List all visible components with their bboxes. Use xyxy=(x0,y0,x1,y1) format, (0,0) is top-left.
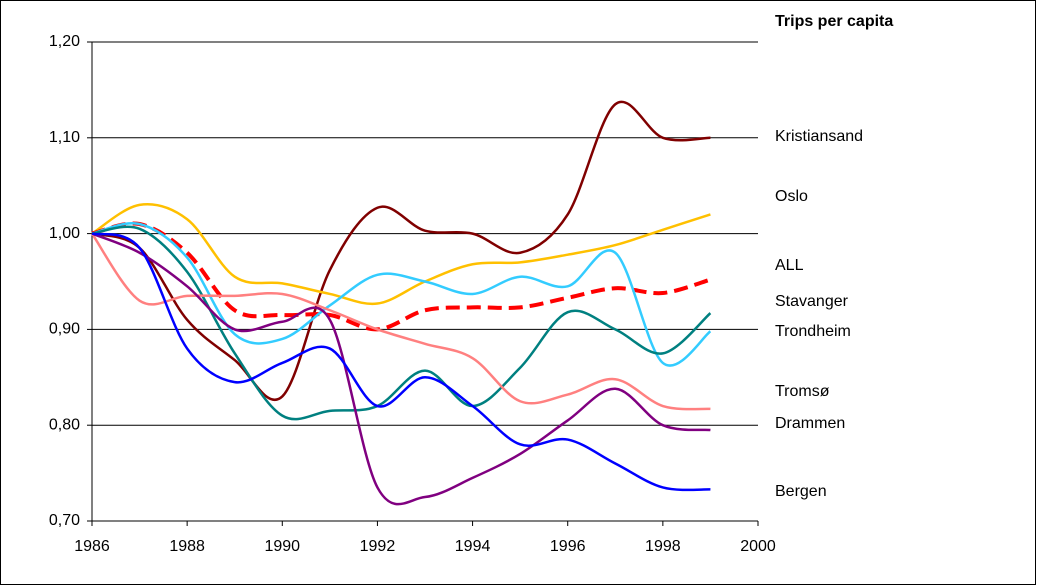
x-tick-label: 2000 xyxy=(740,538,776,555)
legend-label: Tromsø xyxy=(775,383,830,400)
series-line xyxy=(90,232,711,411)
series-line xyxy=(91,221,712,367)
y-tick-label: 0,90 xyxy=(49,321,80,338)
legend-label: Stavanger xyxy=(775,293,849,310)
x-tick-label: 1998 xyxy=(645,538,681,555)
y-tick-label: 0,70 xyxy=(49,512,80,529)
legend-label: Bergen xyxy=(775,483,827,500)
legend-label: Trondheim xyxy=(775,323,851,340)
legend-label: ALL xyxy=(775,257,804,274)
x-tick-label: 1988 xyxy=(169,538,205,555)
x-tick-label: 1990 xyxy=(264,538,300,555)
y-tick-label: 1,20 xyxy=(49,33,80,50)
x-tick-label: 1994 xyxy=(455,538,491,555)
series-line xyxy=(91,225,712,421)
x-tick-label: 1986 xyxy=(74,538,110,555)
chart-title: Trips per capita xyxy=(775,13,893,30)
y-tick-label: 1,10 xyxy=(49,129,80,146)
legend-label: Oslo xyxy=(775,188,808,205)
y-tick-label: 0,80 xyxy=(49,416,80,433)
legend-label: Kristiansand xyxy=(775,128,863,145)
series-line xyxy=(91,232,711,506)
series-line xyxy=(91,203,711,306)
x-tick-label: 1992 xyxy=(360,538,396,555)
series-line xyxy=(91,100,711,401)
series-line xyxy=(91,221,712,332)
x-tick-label: 1996 xyxy=(550,538,586,555)
series-line xyxy=(91,232,711,492)
legend-label: Drammen xyxy=(775,415,845,432)
y-tick-label: 1,00 xyxy=(49,225,80,242)
